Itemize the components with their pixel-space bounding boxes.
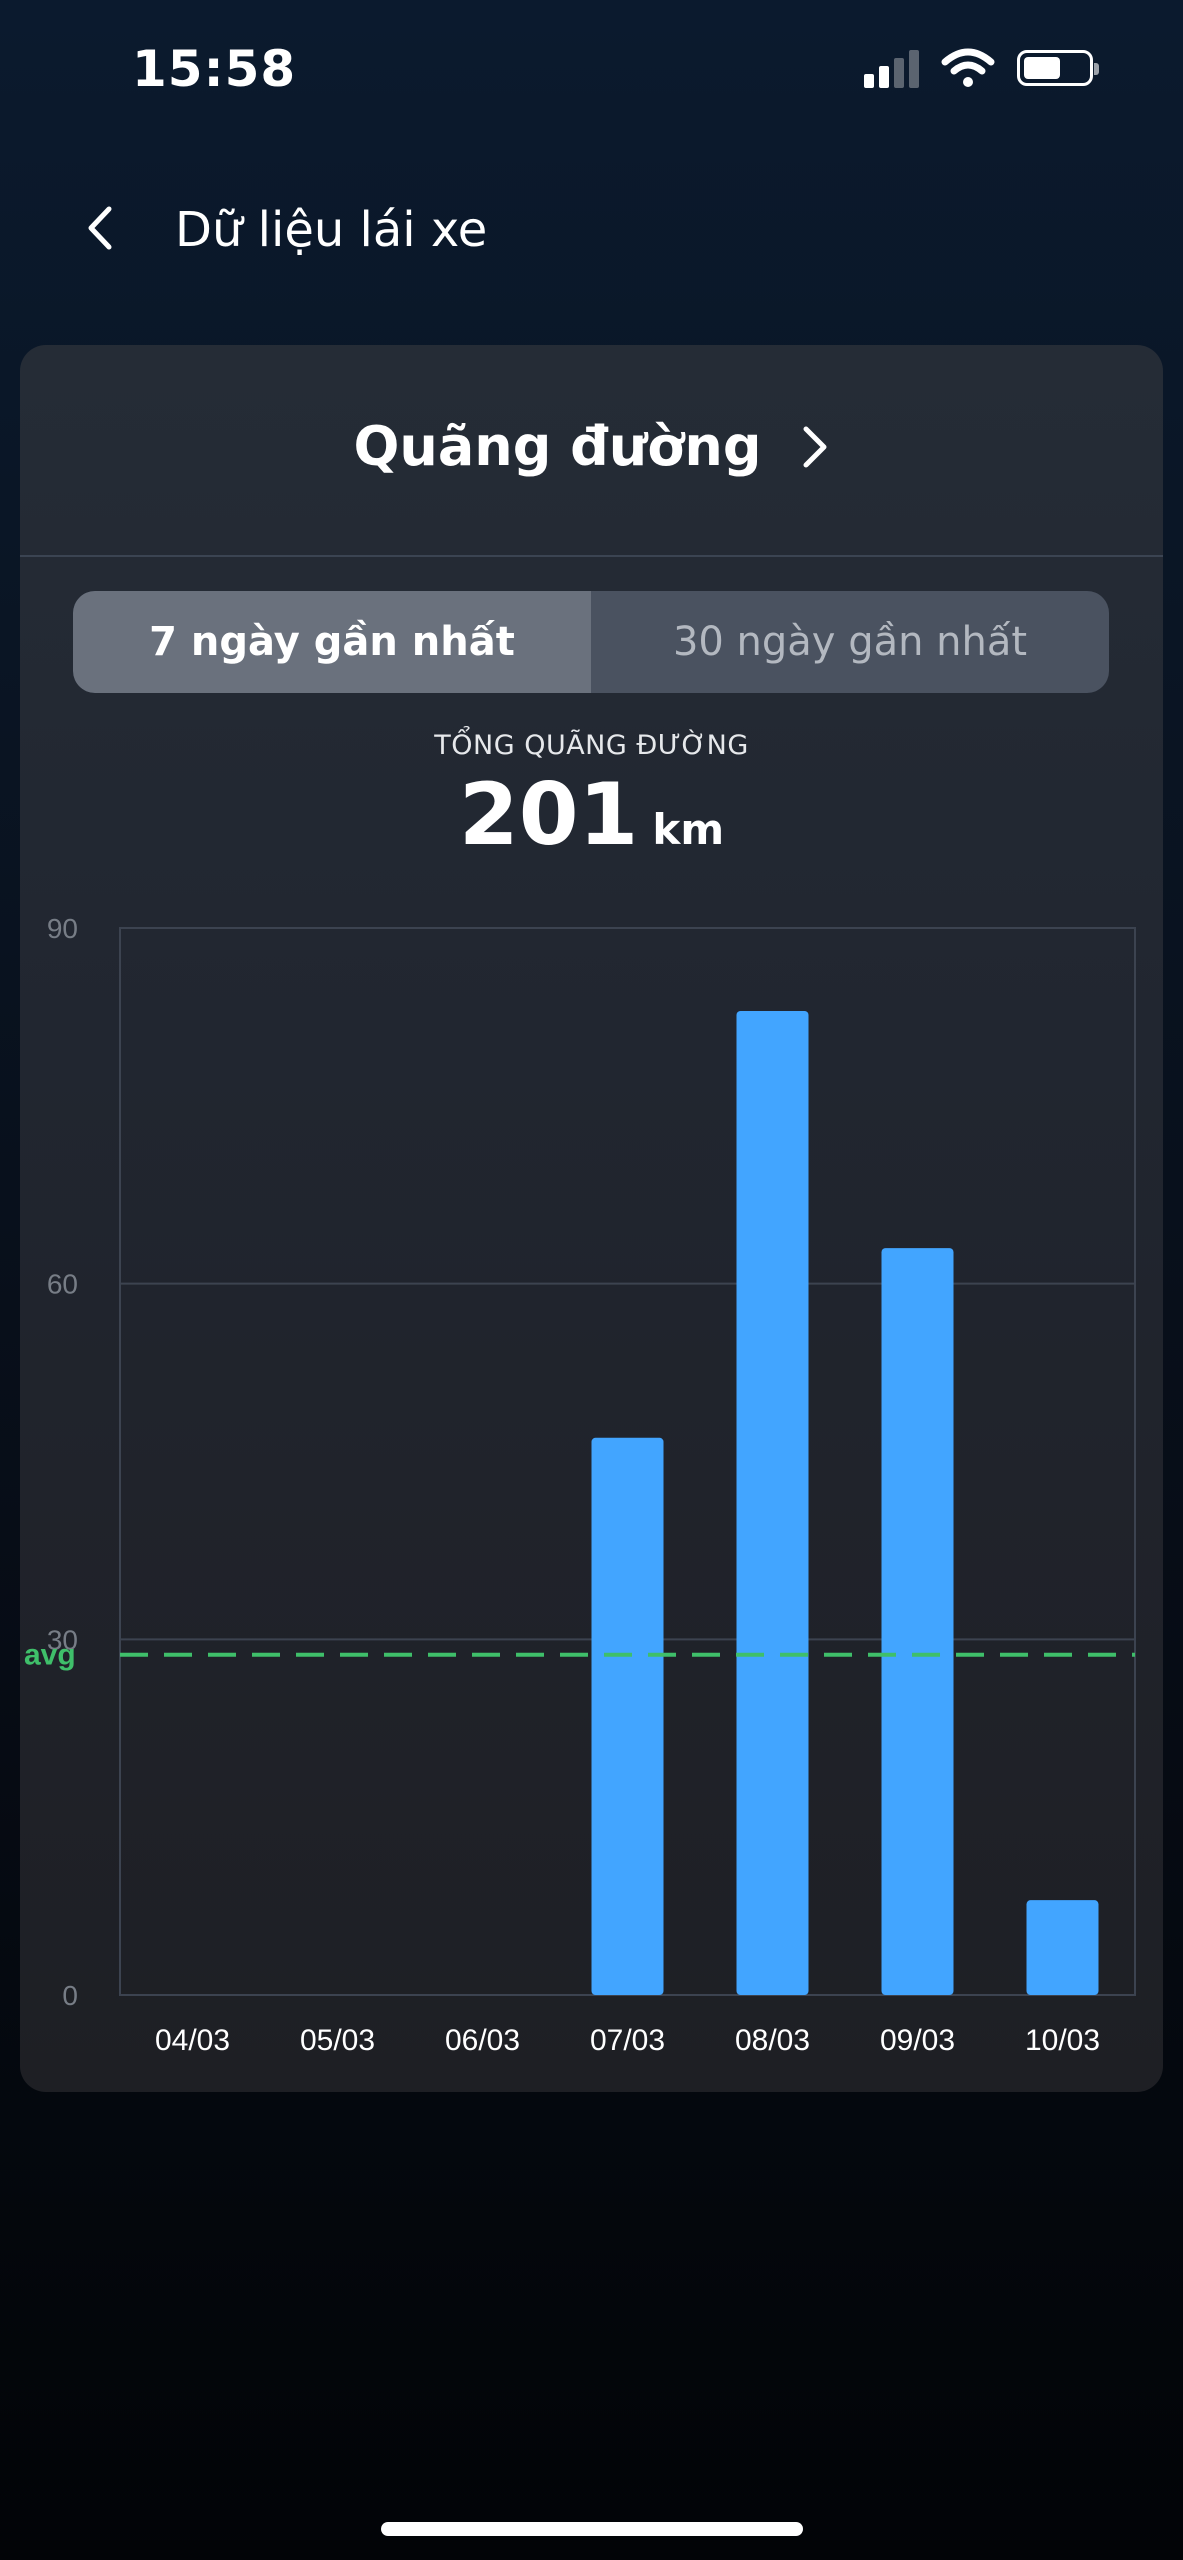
bar bbox=[736, 1010, 809, 1995]
chevron-left-icon bbox=[88, 206, 112, 250]
back-button[interactable] bbox=[72, 200, 128, 256]
x-tick-label: 09/03 bbox=[880, 2024, 955, 2057]
distance-bar-chart: 0 30 60 90 04/03 05/03 06/03 07/03 08/03 09/03 10/… bbox=[24, 913, 1136, 2057]
x-tick-label: 10/03 bbox=[1025, 2024, 1100, 2057]
bar bbox=[1026, 1900, 1099, 1995]
total-distance-label: TỔNG QUÃNG ĐƯỜNG bbox=[434, 730, 749, 761]
tab-30-days[interactable]: 30 ngày gần nhất bbox=[672, 619, 1028, 665]
status-time: 15:58 bbox=[132, 40, 297, 98]
range-segmented-control: 7 ngày gần nhất 30 ngày gần nhất bbox=[73, 591, 1109, 693]
chevron-right-icon[interactable] bbox=[801, 425, 829, 469]
x-tick-label: 05/03 bbox=[300, 2024, 375, 2057]
x-tick-label: 04/03 bbox=[155, 2024, 230, 2057]
home-indicator bbox=[381, 2522, 803, 2536]
page-title: Dữ liệu lái xe bbox=[175, 202, 488, 258]
card-title-row[interactable]: Quãng đường bbox=[20, 415, 1163, 478]
bar bbox=[881, 1248, 954, 1995]
tab-7-days[interactable]: 7 ngày gần nhất bbox=[73, 591, 591, 693]
signal-icon bbox=[864, 48, 919, 88]
battery-cap bbox=[1094, 63, 1099, 75]
y-tick-label: 30 bbox=[47, 1624, 78, 1655]
bar bbox=[591, 1437, 664, 1995]
x-tick-label: 07/03 bbox=[590, 2024, 665, 2057]
card-title: Quãng đường bbox=[353, 415, 762, 478]
distance-card: Quãng đường 7 ngày gần nhất 30 ngày gần … bbox=[20, 345, 1163, 2092]
battery-fill bbox=[1024, 57, 1060, 79]
battery-icon bbox=[1017, 50, 1099, 86]
wifi-icon bbox=[941, 48, 995, 87]
total-distance-value: 201 bbox=[458, 765, 639, 865]
status-icons bbox=[864, 48, 1099, 88]
avg-label: avg bbox=[24, 1639, 76, 1672]
x-tick-label: 06/03 bbox=[445, 2024, 520, 2057]
y-tick-label: 60 bbox=[47, 1269, 78, 1300]
status-bar: 15:58 bbox=[0, 0, 1183, 140]
total-distance: 201 km bbox=[20, 765, 1163, 865]
card-header[interactable]: Quãng đường bbox=[20, 345, 1163, 557]
y-tick-label: 90 bbox=[47, 913, 78, 944]
total-distance-unit: km bbox=[652, 805, 725, 854]
nav-bar: Dữ liệu lái xe bbox=[0, 180, 1183, 280]
y-tick-label: 0 bbox=[62, 1980, 78, 2011]
x-tick-label: 08/03 bbox=[735, 2024, 810, 2057]
